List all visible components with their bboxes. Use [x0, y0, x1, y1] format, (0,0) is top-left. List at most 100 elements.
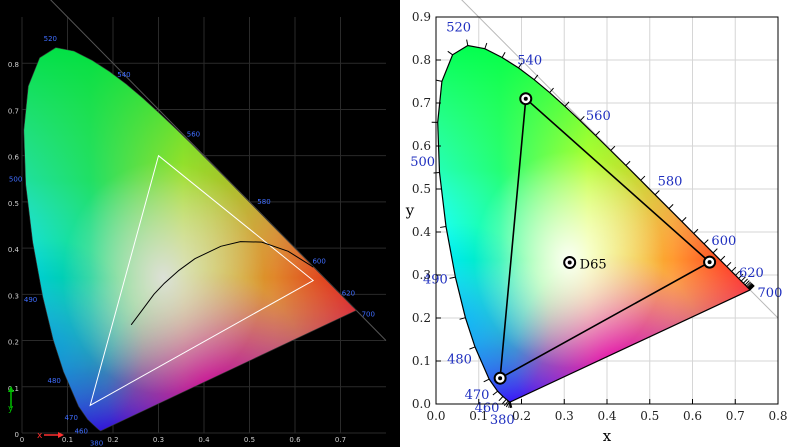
wavelength-label: 540	[117, 71, 130, 79]
wavelength-label: 470	[465, 388, 490, 403]
wavelength-label: 580	[257, 198, 270, 206]
locus-tick	[564, 101, 570, 107]
locus-tick	[501, 52, 506, 58]
axis-arrows-icon: yx	[8, 386, 64, 441]
y-tick-label: 0.1	[8, 385, 19, 393]
locus-tick	[518, 62, 523, 69]
wavelength-label: 460	[75, 427, 88, 435]
y-tick-label: 0.3	[412, 268, 431, 282]
wavelength-label: 500	[410, 155, 435, 170]
wavelength-label: 490	[423, 273, 448, 288]
x-tick-label: 0	[20, 436, 24, 444]
wavelength-label: 460	[475, 401, 500, 416]
locus-tick	[712, 248, 718, 254]
x-tick-label: 0.1	[469, 409, 488, 423]
locus-tick	[668, 204, 674, 209]
locus-tick	[747, 283, 753, 289]
ring-point-center	[523, 96, 528, 101]
locus-tick	[579, 115, 585, 122]
wavelength-label: 500	[9, 176, 22, 184]
locus-tick	[449, 276, 456, 279]
locus-tick	[469, 346, 476, 350]
locus-tick	[447, 50, 453, 56]
locus-tick	[726, 261, 732, 267]
x-tick-label: 0.2	[512, 409, 531, 423]
y-tick-label: 0.7	[8, 107, 19, 115]
wavelength-label: 480	[447, 353, 472, 368]
y-tick-label: 0	[15, 431, 19, 439]
locus-tick	[746, 281, 751, 287]
y-tick-label: 0.3	[8, 292, 19, 300]
y-tick-label: 0.6	[8, 154, 20, 162]
locus-tick	[693, 228, 699, 234]
y-tick-label: 0.8	[8, 61, 19, 69]
y-axis-label: y	[8, 404, 14, 414]
wavelength-label: 380	[490, 413, 515, 428]
spectral-locus-outline	[23, 47, 357, 432]
locus-tick	[735, 270, 741, 276]
y-tick-label: 0.6	[412, 139, 431, 153]
x-tick-label: 0.5	[640, 409, 659, 423]
y-tick-label: 0.2	[8, 339, 19, 347]
wavelength-label: 480	[48, 377, 61, 385]
y-tick-label: 0.5	[8, 200, 19, 208]
locus-tick	[501, 398, 507, 405]
x-tick-label: 0.1	[62, 436, 73, 444]
locus-tick	[533, 74, 539, 80]
wavelength-label: 490	[24, 296, 37, 304]
wavelength-label: 380	[90, 440, 103, 447]
gamut-triangle	[89, 154, 315, 407]
locus-tick	[509, 401, 512, 408]
locus-tick	[625, 160, 631, 166]
wavelength-label: 520	[44, 35, 57, 43]
wavelength-label: 470	[65, 414, 78, 422]
x-axis-label: x	[603, 427, 612, 445]
ring-point-center	[567, 260, 572, 265]
x-tick-label: 0.7	[726, 409, 745, 423]
locus-tick	[654, 190, 660, 196]
x-tick-label: 0.6	[289, 436, 301, 444]
locus-tick	[743, 278, 748, 284]
locus-tick	[435, 79, 443, 82]
locus-tick	[492, 390, 498, 396]
y-tick-label: 0.2	[412, 311, 431, 325]
locus-tick	[498, 396, 504, 402]
wavelength-label: 600	[711, 234, 736, 249]
locus-tick	[483, 378, 490, 383]
y-tick-label: 0.9	[412, 10, 431, 24]
wavelength-label: 520	[446, 21, 471, 36]
locus-tick	[746, 282, 752, 288]
wavelength-label: 560	[187, 131, 200, 139]
wavelength-label: 580	[658, 174, 683, 189]
ring-point-center	[707, 260, 712, 265]
y-tick-label: 0.0	[412, 397, 431, 411]
locus-tick	[740, 276, 746, 282]
wavelength-label: 600	[312, 257, 325, 265]
x-tick-label: 0.3	[555, 409, 574, 423]
x-tick-label: 0.8	[768, 409, 787, 423]
wavelength-label: 700	[758, 286, 783, 301]
x-tick-label: 0.0	[426, 409, 445, 423]
y-axis-label: y	[405, 202, 415, 220]
x-tick-label: 0.5	[244, 436, 255, 444]
wavelength-label: 540	[517, 53, 542, 68]
locus-tick	[503, 400, 509, 406]
x-axis-label: x	[37, 431, 43, 441]
locus-tick	[484, 42, 488, 49]
y-tick-label: 0.8	[412, 53, 431, 67]
locus-tick	[466, 39, 469, 46]
x-arrow-head	[58, 432, 64, 438]
locus-tick	[440, 226, 447, 228]
x-tick-label: 0.4	[597, 409, 616, 423]
gamut-triangle	[499, 97, 711, 380]
x-tick-label: 0.3	[153, 436, 164, 444]
ring-point-center	[498, 376, 503, 381]
x-tick-label: 0.7	[335, 436, 346, 444]
wavelength-label: 620	[739, 266, 764, 281]
y-tick-label: 0.4	[8, 246, 20, 254]
locus-tick	[748, 283, 754, 289]
